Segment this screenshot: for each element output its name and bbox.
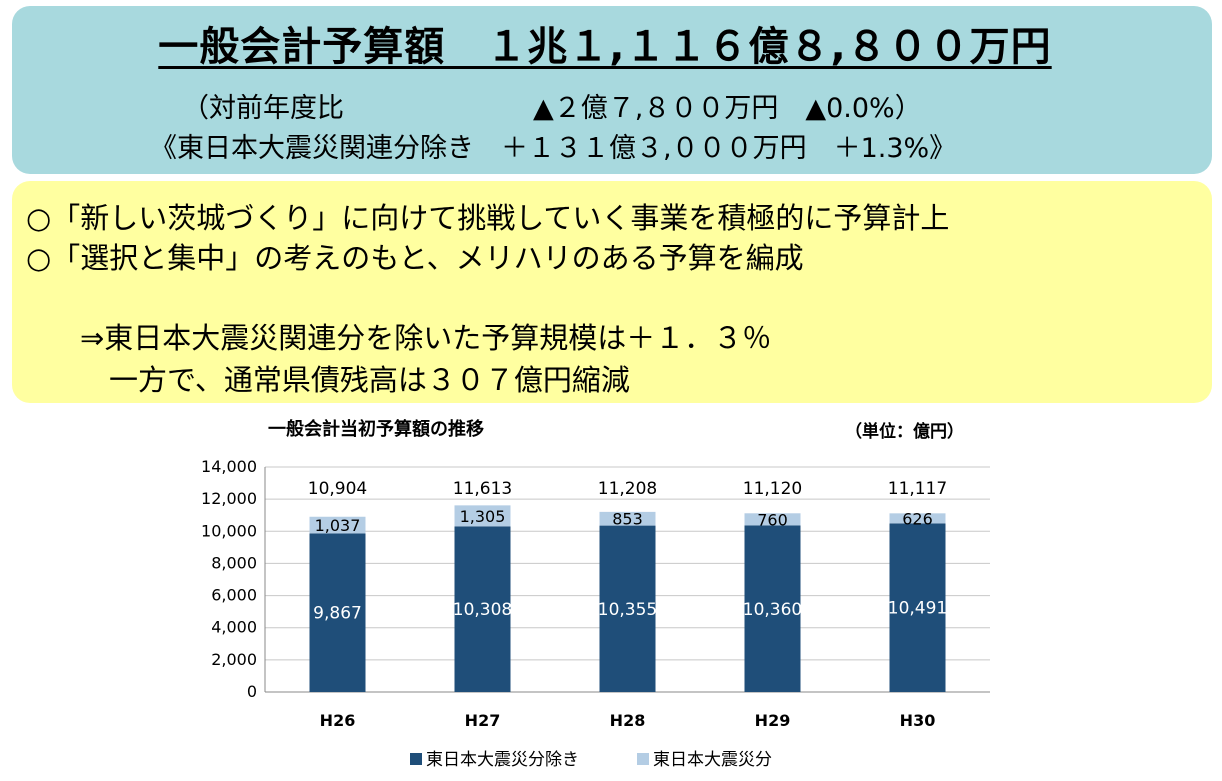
bar-main [744, 525, 801, 692]
comparison-line: （対前年度比 ▲２億７,８００万円 ▲0.0%） [182, 93, 922, 124]
y-tick-label: 12,000 [201, 489, 257, 508]
x-tick-label: H29 [755, 711, 791, 730]
data-label-total: 11,208 [598, 479, 657, 499]
data-label-total: 10,904 [308, 479, 367, 499]
x-tick-label: H26 [320, 711, 356, 730]
y-tick-label: 10,000 [201, 521, 257, 540]
y-tick-label: 6,000 [211, 586, 257, 605]
excl-disaster-line: 《東日本大震災関連分除き ＋１３１億３,０００万円 ＋1.3%》 [150, 133, 957, 164]
y-tick-label: 14,000 [201, 457, 257, 476]
conclusion-line: 一方で、通常県債残高は３０７億円縮減 [80, 363, 630, 397]
data-label-disaster: 626 [902, 509, 933, 528]
legend-swatch [637, 753, 649, 765]
bar-disaster [599, 511, 656, 526]
chart-unit: （単位：億円） [845, 422, 964, 442]
data-label-main: 9,867 [313, 604, 362, 624]
budget-headline: 一般会計予算額 １兆１,１１６億８,８００万円 [0, 14, 1210, 72]
data-label-disaster: 853 [612, 510, 643, 529]
legend-swatch [410, 753, 422, 765]
y-tick-label: 0 [247, 682, 257, 701]
policy-panel [12, 181, 1212, 403]
data-label-disaster: 1,305 [460, 507, 506, 526]
chart-title: 一般会計当初予算額の推移 [268, 419, 484, 440]
bar-disaster [744, 513, 801, 526]
y-tick-label: 4,000 [211, 618, 257, 637]
conclusion-line: ⇒東日本大震災関連分を除いた予算規模は＋１．３％ [80, 321, 772, 355]
bar-disaster [454, 505, 511, 527]
data-label-main: 10,491 [888, 599, 947, 619]
bar-disaster [889, 513, 946, 524]
data-label-total: 11,120 [743, 479, 802, 499]
headline-text: 一般会計予算額 １兆１,１１６億８,８００万円 [158, 24, 1052, 70]
bar-main [599, 525, 656, 692]
bullet-item: ○「選択と集中」の考えのもと、メリハリのある予算を編成 [26, 241, 804, 275]
data-label-total: 11,613 [453, 479, 512, 499]
y-tick-label: 8,000 [211, 553, 257, 572]
summary-panel [12, 6, 1212, 174]
data-label-disaster: 760 [757, 510, 788, 529]
data-label-main: 10,360 [743, 600, 802, 620]
bullet-item: ○「新しい茨城づくり」に向けて挑戦していく事業を積極的に予算計上 [26, 201, 950, 235]
legend-label: 東日本大震災分 [653, 750, 772, 770]
data-label-disaster: 1,037 [315, 516, 361, 535]
y-tick-label: 2,000 [211, 650, 257, 669]
bar-main [889, 523, 946, 692]
x-tick-label: H27 [465, 711, 501, 730]
bar-main [454, 526, 511, 692]
bar-disaster [309, 516, 366, 534]
data-label-total: 11,117 [888, 479, 947, 499]
bar-main [309, 533, 366, 692]
data-label-main: 10,308 [453, 600, 512, 620]
legend-label: 東日本大震災分除き [426, 750, 579, 770]
x-tick-label: H30 [900, 711, 936, 730]
data-label-main: 10,355 [598, 600, 657, 620]
x-tick-label: H28 [610, 711, 646, 730]
